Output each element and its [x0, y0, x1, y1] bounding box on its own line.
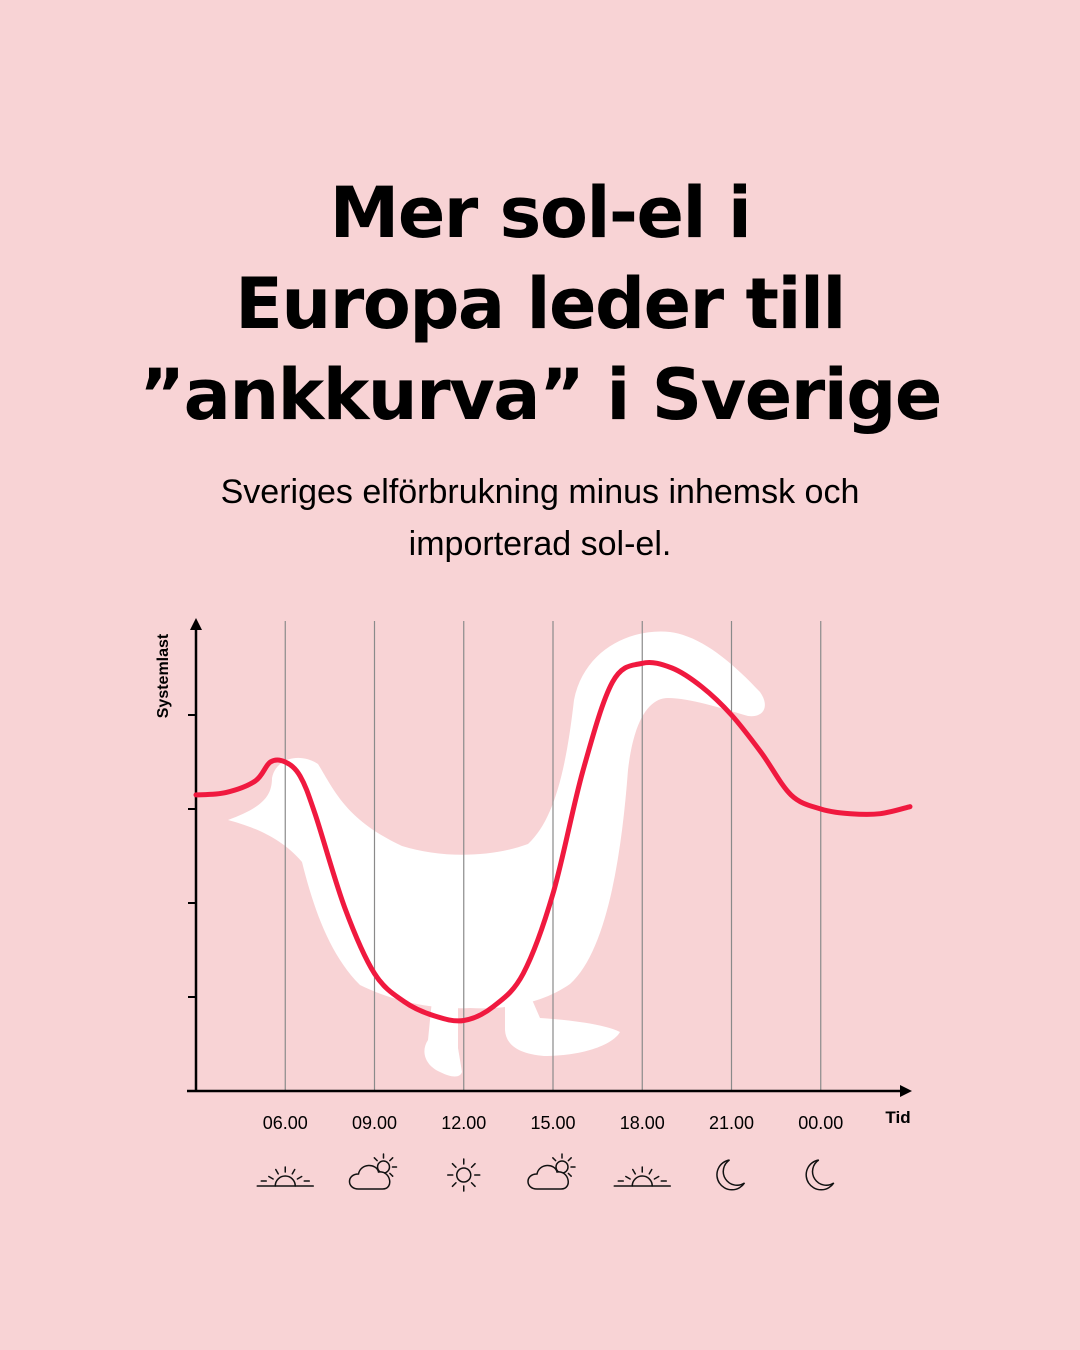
- ankkurva-chart: Systemlast Tid 06.00 09.00 12.00 15.00 18.00…: [155, 618, 913, 1192]
- title-line-3: ”ankkurva” i Sverige: [139, 354, 942, 436]
- x-axis-label: Tid: [885, 1108, 910, 1127]
- duck-body: [228, 631, 765, 1009]
- x-tick-label: 21.00: [709, 1113, 754, 1133]
- subtitle-line-2: importerad sol-el.: [408, 525, 672, 563]
- page-subtitle: Sveriges elförbrukning minus inhemsk och…: [0, 466, 1080, 570]
- partly-cloudy-icon: [348, 1153, 398, 1190]
- y-axis-arrow: [190, 618, 202, 630]
- x-tick-labels: 06.00 09.00 12.00 15.00 18.00 21.00 00.00: [263, 1113, 844, 1133]
- x-tick-label: 09.00: [352, 1113, 397, 1133]
- x-tick-label: 06.00: [263, 1113, 308, 1133]
- y-axis: Systemlast: [155, 618, 202, 1092]
- moon-icon: [805, 1159, 835, 1191]
- partly-cloudy-icon: [527, 1153, 576, 1190]
- title-line-2: Europa leder till: [235, 263, 846, 345]
- duck-leg-left: [424, 1000, 462, 1077]
- x-axis: Tid: [187, 1085, 912, 1127]
- y-axis-label: Systemlast: [155, 633, 172, 718]
- vertical-gridlines: [284, 621, 822, 1091]
- x-tick-label: 15.00: [530, 1113, 575, 1133]
- duck-illustration: [228, 631, 765, 1077]
- x-tick-label: 18.00: [620, 1113, 665, 1133]
- time-of-day-icons: [256, 1153, 835, 1192]
- series-line: [193, 659, 913, 1024]
- title-line-1: Mer sol-el i: [329, 172, 752, 254]
- duck-leg-right: [505, 995, 620, 1056]
- sunset-icon: [613, 1166, 671, 1187]
- moon-icon: [716, 1159, 746, 1191]
- page-title: Mer sol-el i Europa leder till ”ankkurva…: [0, 168, 1080, 441]
- sunrise-icon: [256, 1166, 314, 1187]
- subtitle-line-1: Sveriges elförbrukning minus inhemsk och: [220, 473, 860, 511]
- x-tick-label: 12.00: [441, 1113, 486, 1133]
- sun-icon: [447, 1158, 481, 1192]
- x-axis-arrow: [900, 1085, 912, 1097]
- x-tick-label: 00.00: [798, 1113, 843, 1133]
- y-ticks: [188, 714, 196, 998]
